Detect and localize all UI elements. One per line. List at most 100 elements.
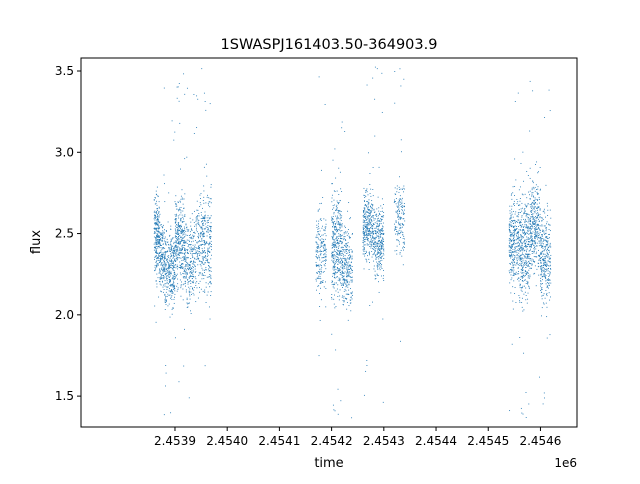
- data-point: [162, 269, 164, 271]
- data-point: [515, 250, 517, 252]
- data-point: [399, 223, 401, 225]
- data-point: [346, 275, 347, 277]
- data-point: [366, 238, 368, 240]
- data-point: [341, 243, 343, 245]
- data-point: [170, 285, 171, 287]
- data-point: [208, 306, 210, 308]
- data-point: [374, 66, 376, 68]
- data-point: [536, 217, 538, 219]
- data-point: [347, 229, 349, 230]
- data-point: [174, 252, 176, 254]
- data-point: [534, 237, 536, 238]
- data-point: [399, 227, 401, 229]
- data-point: [196, 216, 198, 218]
- data-point: [367, 215, 369, 217]
- data-point: [156, 233, 158, 235]
- data-point: [508, 270, 510, 272]
- data-point: [335, 252, 337, 254]
- data-point: [401, 223, 403, 225]
- data-point: [524, 208, 526, 209]
- data-point: [373, 237, 375, 238]
- data-point: [522, 227, 524, 229]
- data-point: [543, 210, 545, 212]
- data-point: [348, 271, 350, 273]
- data-point: [201, 237, 203, 239]
- data-point: [203, 278, 205, 280]
- data-point: [173, 288, 174, 290]
- data-point: [339, 222, 341, 224]
- data-point: [509, 231, 511, 233]
- data-point: [184, 258, 185, 260]
- data-point: [195, 229, 197, 231]
- data-point: [378, 237, 380, 239]
- data-point: [185, 277, 187, 279]
- data-point: [162, 275, 164, 276]
- data-point: [165, 302, 167, 303]
- data-point: [376, 223, 378, 224]
- data-point: [533, 233, 535, 235]
- data-point: [339, 242, 341, 244]
- data-point: [155, 228, 157, 229]
- data-point: [177, 231, 179, 233]
- data-point: [189, 288, 191, 290]
- data-point: [524, 275, 526, 277]
- data-point: [157, 263, 159, 265]
- data-point: [318, 251, 320, 252]
- data-point: [363, 224, 365, 226]
- data-point: [163, 278, 165, 280]
- data-point: [545, 277, 547, 279]
- data-point: [527, 253, 529, 255]
- data-point: [367, 211, 369, 213]
- data-point: [337, 413, 339, 415]
- data-point: [366, 243, 368, 245]
- data-point: [346, 281, 348, 283]
- data-point: [363, 250, 365, 252]
- data-point: [195, 219, 197, 221]
- data-point: [522, 269, 524, 271]
- data-point: [176, 86, 178, 88]
- data-point: [345, 250, 347, 252]
- data-point: [342, 283, 344, 285]
- data-point: [178, 235, 180, 237]
- data-point: [336, 267, 338, 269]
- data-point: [544, 274, 546, 276]
- data-point: [165, 265, 167, 266]
- data-point: [337, 223, 339, 225]
- data-point: [189, 241, 190, 243]
- data-point: [337, 253, 339, 255]
- data-point: [523, 239, 525, 241]
- data-point: [157, 237, 159, 239]
- data-point: [333, 250, 335, 252]
- data-point: [343, 272, 345, 274]
- data-point: [198, 222, 200, 224]
- data-point: [204, 272, 206, 274]
- data-point: [188, 291, 190, 293]
- data-point: [334, 250, 336, 252]
- data-point: [526, 206, 527, 208]
- data-point: [363, 244, 365, 246]
- data-point: [549, 274, 551, 276]
- data-point: [193, 222, 195, 224]
- data-point: [206, 241, 208, 243]
- data-point: [348, 293, 350, 295]
- data-point: [350, 268, 352, 270]
- data-point: [530, 224, 532, 225]
- data-point: [368, 219, 370, 221]
- data-point: [320, 246, 321, 248]
- data-point: [337, 259, 339, 261]
- data-point: [382, 239, 384, 241]
- data-point: [531, 236, 533, 237]
- data-point: [333, 242, 335, 243]
- data-point: [162, 235, 164, 237]
- data-point: [365, 370, 367, 372]
- data-point: [366, 216, 368, 218]
- data-point: [201, 221, 203, 222]
- data-point: [167, 271, 169, 273]
- data-point: [347, 319, 349, 321]
- data-point: [512, 233, 514, 235]
- data-point: [338, 202, 340, 204]
- data-point: [339, 234, 341, 235]
- data-point: [155, 227, 157, 229]
- data-point: [334, 410, 336, 412]
- data-point: [185, 261, 187, 263]
